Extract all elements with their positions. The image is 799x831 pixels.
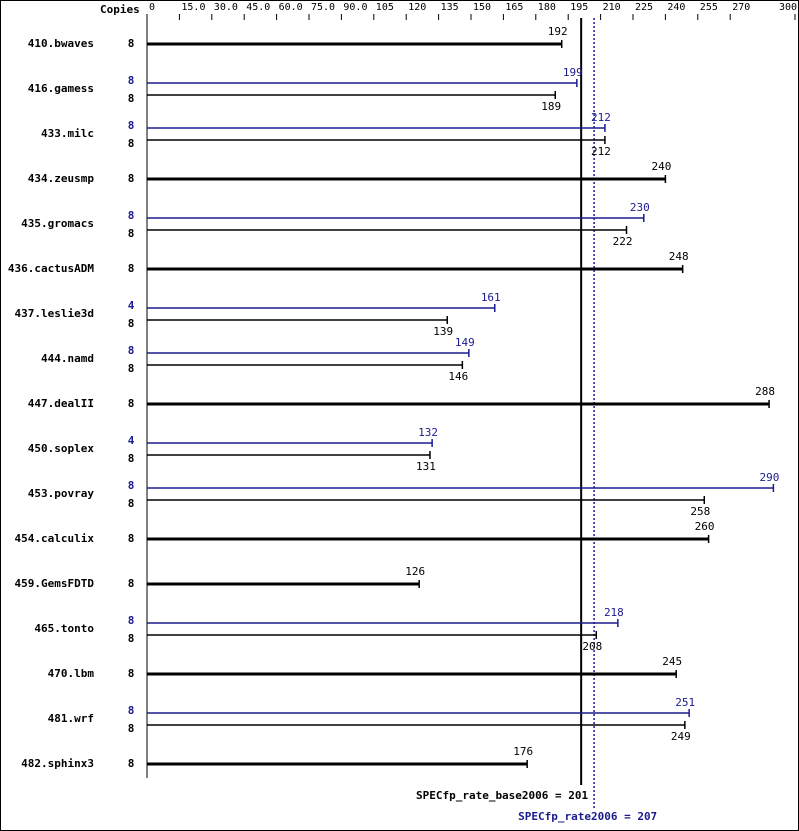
value-label: 251 (675, 696, 695, 709)
value-label: 260 (695, 520, 715, 533)
copies: 8 (128, 92, 135, 105)
reference-label: SPECfp_rate_base2006 = 201 (416, 789, 589, 802)
category-label: 434.zeusmp (28, 172, 95, 185)
category-label: 435.gromacs (21, 217, 94, 230)
x-tick-label: 300 (779, 2, 797, 13)
copies: 8 (128, 74, 135, 87)
category-label: 453.povray (28, 487, 95, 500)
copies-header: Copies (100, 3, 140, 16)
copies: 8 (128, 497, 135, 510)
x-tick-label: 105 (376, 2, 394, 13)
category-label: 447.dealII (28, 397, 94, 410)
value-label: 208 (582, 640, 602, 653)
x-tick-label: 0 (149, 2, 155, 13)
reference-label: SPECfp_rate2006 = 207 (518, 810, 657, 823)
value-label: 146 (448, 370, 468, 383)
copies: 8 (128, 37, 135, 50)
copies: 4 (128, 434, 135, 447)
copies: 8 (128, 344, 135, 357)
value-label: 126 (405, 565, 425, 578)
value-label: 131 (416, 460, 436, 473)
x-tick-label: 255 (700, 2, 718, 13)
value-label: 161 (481, 291, 501, 304)
copies: 8 (128, 667, 135, 680)
category-label: 482.sphinx3 (21, 757, 94, 770)
value-label: 149 (455, 336, 475, 349)
x-tick-label: 30.0 (214, 2, 238, 13)
copies: 8 (128, 479, 135, 492)
x-tick-label: 90.0 (343, 2, 367, 13)
value-label: 199 (563, 66, 583, 79)
value-label: 290 (759, 471, 779, 484)
value-label: 218 (604, 606, 624, 619)
x-tick-label: 45.0 (246, 2, 270, 13)
value-label: 248 (669, 250, 689, 263)
copies: 8 (128, 317, 135, 330)
value-label: 189 (541, 100, 561, 113)
value-label: 212 (591, 145, 611, 158)
x-tick-label: 60.0 (279, 2, 303, 13)
category-label: 454.calculix (15, 532, 95, 545)
x-tick-label: 120 (408, 2, 426, 13)
copies: 8 (128, 614, 135, 627)
copies: 8 (128, 722, 135, 735)
category-label: 444.namd (41, 352, 94, 365)
category-label: 481.wrf (48, 712, 94, 725)
value-label: 176 (513, 745, 533, 758)
x-tick-label: 75.0 (311, 2, 335, 13)
x-tick-label: 180 (538, 2, 556, 13)
copies: 8 (128, 172, 135, 185)
category-label: 436.cactusADM (8, 262, 94, 275)
x-tick-label: 225 (635, 2, 653, 13)
category-label: 470.lbm (48, 667, 95, 680)
copies: 8 (128, 137, 135, 150)
x-tick-label: 165 (505, 2, 523, 13)
copies: 8 (128, 577, 135, 590)
value-label: 192 (548, 25, 568, 38)
value-label: 139 (433, 325, 453, 338)
value-label: 222 (613, 235, 633, 248)
value-label: 132 (418, 426, 438, 439)
copies: 8 (128, 262, 135, 275)
value-label: 258 (690, 505, 710, 518)
x-tick-label: 135 (441, 2, 459, 13)
x-tick-label: 270 (732, 2, 750, 13)
category-label: 450.soplex (28, 442, 95, 455)
copies: 8 (128, 452, 135, 465)
x-tick-label: 195 (570, 2, 588, 13)
copies: 4 (128, 299, 135, 312)
x-tick-label: 210 (603, 2, 621, 13)
copies: 8 (128, 397, 135, 410)
copies: 8 (128, 632, 135, 645)
x-tick-label: 240 (667, 2, 685, 13)
copies: 8 (128, 757, 135, 770)
value-label: 240 (651, 160, 671, 173)
value-label: 249 (671, 730, 691, 743)
copies: 8 (128, 532, 135, 545)
x-tick-label: 150 (473, 2, 491, 13)
x-tick-label: 15.0 (181, 2, 205, 13)
category-label: 465.tonto (34, 622, 94, 635)
copies: 8 (128, 119, 135, 132)
category-label: 410.bwaves (28, 37, 94, 50)
copies: 8 (128, 209, 135, 222)
value-label: 212 (591, 111, 611, 124)
category-label: 459.GemsFDTD (15, 577, 95, 590)
category-label: 437.leslie3d (15, 307, 94, 320)
copies: 8 (128, 227, 135, 240)
copies: 8 (128, 704, 135, 717)
category-label: 416.gamess (28, 82, 94, 95)
category-label: 433.milc (41, 127, 94, 140)
value-label: 245 (662, 655, 682, 668)
value-label: 288 (755, 385, 775, 398)
copies: 8 (128, 362, 135, 375)
value-label: 230 (630, 201, 650, 214)
